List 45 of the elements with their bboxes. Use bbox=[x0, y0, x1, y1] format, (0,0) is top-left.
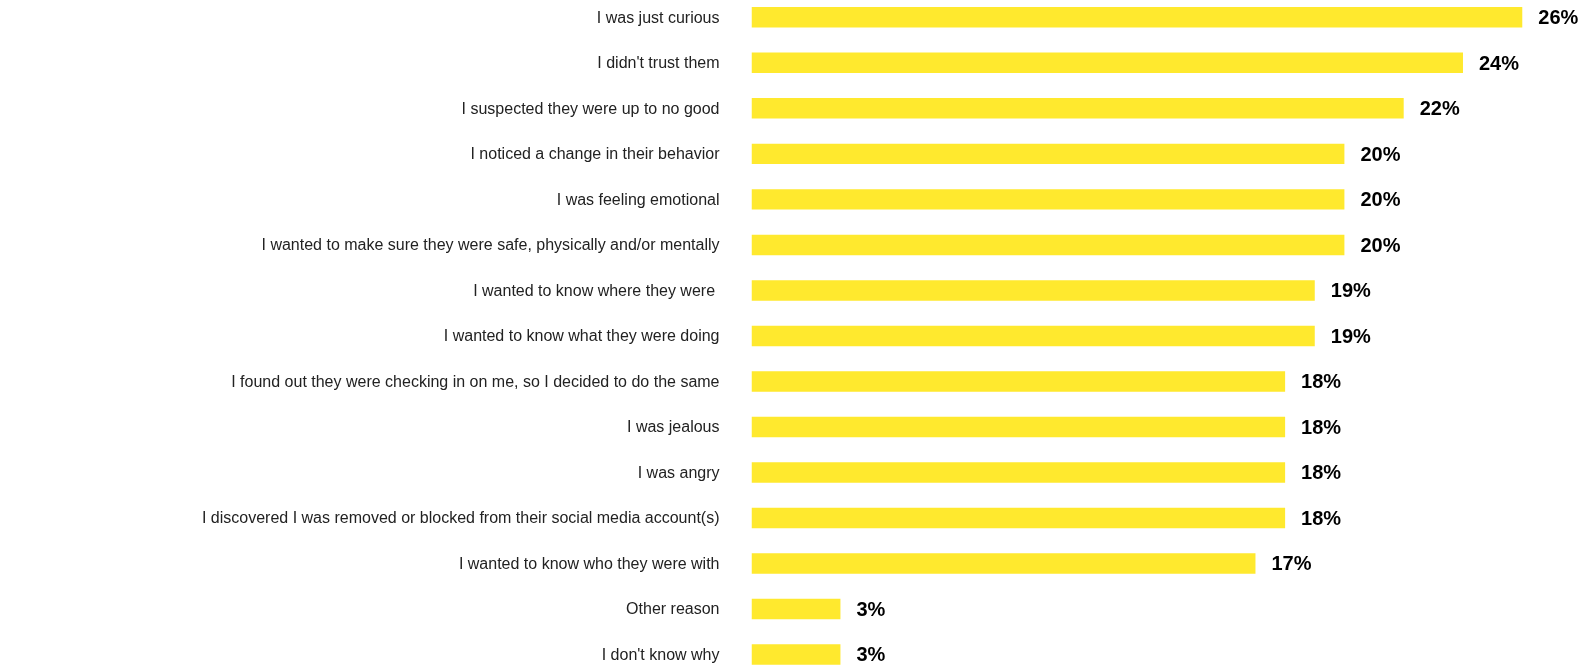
bar bbox=[751, 280, 1315, 301]
data-label: 20% bbox=[1360, 233, 1401, 256]
data-label: 20% bbox=[1360, 142, 1401, 165]
data-label: 22% bbox=[1419, 97, 1460, 120]
y-tick-label: I wanted to make sure they were safe, physically and/or mentally bbox=[261, 236, 720, 254]
data-label: 18% bbox=[1301, 370, 1342, 393]
y-tick-label: I wanted to know who they were with bbox=[458, 554, 720, 572]
y-tick-label: I wanted to know where they were bbox=[473, 281, 716, 299]
y-tick-label: I wanted to know what they were doing bbox=[443, 327, 720, 345]
data-label: 20% bbox=[1360, 188, 1401, 211]
bar bbox=[751, 644, 841, 665]
bar bbox=[751, 325, 1315, 347]
y-tick-label: I was just curious bbox=[596, 8, 720, 26]
y-tick-label: I was feeling emotional bbox=[556, 190, 720, 208]
bar bbox=[751, 507, 1286, 529]
bar bbox=[751, 462, 1286, 483]
bar bbox=[751, 143, 1345, 165]
bar bbox=[751, 7, 1523, 28]
y-tick-label: I didn't trust them bbox=[597, 54, 720, 72]
y-tick-label: I don't know why bbox=[601, 645, 720, 663]
data-label: 26% bbox=[1538, 6, 1579, 29]
data-label: 17% bbox=[1271, 552, 1312, 575]
y-tick-label: I discovered I was removed or blocked from their social media account(s) bbox=[201, 509, 720, 527]
data-label: 3% bbox=[856, 597, 886, 620]
y-tick-label: I found out they were checking in on me, so I decided to do the same bbox=[231, 372, 720, 390]
y-tick-label: I suspected they were up to no good bbox=[461, 99, 720, 117]
bar bbox=[751, 234, 1345, 256]
data-label: 24% bbox=[1478, 51, 1520, 74]
bar bbox=[751, 553, 1256, 574]
bar bbox=[751, 371, 1286, 392]
y-tick-label: I was angry bbox=[637, 463, 720, 481]
data-label: 18% bbox=[1301, 415, 1342, 438]
data-label: 19% bbox=[1330, 324, 1372, 347]
bar bbox=[751, 189, 1345, 210]
data-label: 3% bbox=[856, 643, 886, 666]
y-tick-label: I noticed a change in their behavior bbox=[470, 145, 721, 163]
y-tick-label: I was jealous bbox=[627, 418, 720, 436]
bar bbox=[751, 98, 1404, 119]
data-label: 19% bbox=[1330, 279, 1372, 302]
y-tick-label: Other reason bbox=[626, 600, 720, 618]
bar bbox=[751, 598, 841, 620]
data-label: 18% bbox=[1301, 506, 1342, 529]
bar bbox=[751, 52, 1463, 74]
data-label: 18% bbox=[1301, 461, 1342, 484]
bar bbox=[751, 416, 1286, 438]
